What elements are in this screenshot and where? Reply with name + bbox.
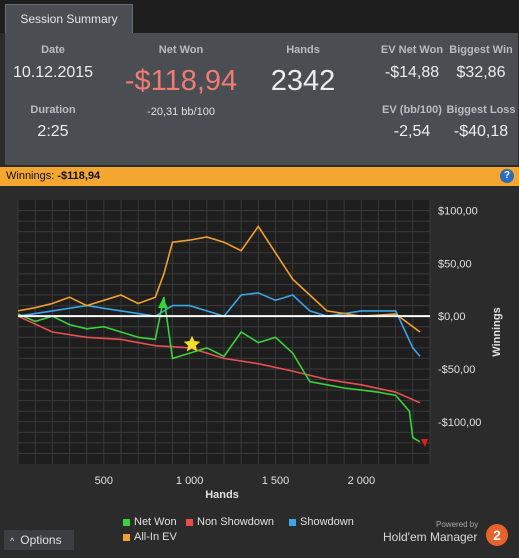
duration-value: 2:25 bbox=[37, 123, 69, 140]
star-marker-icon bbox=[183, 335, 201, 352]
winnings-label: Winnings: bbox=[6, 170, 55, 182]
legend-item-net-won[interactable]: Net Won bbox=[123, 516, 177, 528]
holdem-manager-logo-icon: 2 bbox=[486, 524, 508, 546]
ev-bb100-label: EV (bb/100) bbox=[382, 104, 442, 116]
biggest-win-label: Biggest Win bbox=[449, 44, 513, 56]
ev-net-won-label: EV Net Won bbox=[380, 44, 444, 56]
duration-label: Duration bbox=[30, 104, 76, 116]
loss-marker-icon bbox=[421, 439, 428, 447]
legend-label: Net Won bbox=[134, 516, 177, 528]
y-axis-label: Winnings bbox=[491, 307, 503, 356]
brand-name: Hold'em Manager bbox=[383, 530, 478, 544]
series-line-all-in-ev bbox=[17, 224, 421, 333]
help-icon[interactable]: ? bbox=[500, 169, 514, 183]
x-axis-label: Hands bbox=[205, 489, 239, 501]
date-label: Date bbox=[41, 44, 65, 56]
x-tick-labels: 500 1 000 1 500 2 000 bbox=[95, 475, 375, 487]
date-value: 10.12.2015 bbox=[12, 64, 94, 81]
markers bbox=[158, 298, 428, 447]
net-won-value: -$118,94 bbox=[124, 65, 238, 97]
ev-net-won-value: -$14,88 bbox=[384, 64, 440, 81]
biggest-win-value: $32,86 bbox=[456, 64, 506, 81]
y-tick-label: $50,00 bbox=[438, 258, 472, 270]
net-won-label: Net Won bbox=[158, 44, 204, 56]
legend-label: All-In EV bbox=[134, 531, 177, 543]
hands-value: 2342 bbox=[270, 65, 336, 97]
series-line-non-showdown bbox=[17, 315, 421, 404]
winnings-chart-area: $100,00 $50,00 $0,00 -$50,00 -$100,00 500 1 0… bbox=[0, 186, 519, 553]
legend-label: Non Showdown bbox=[197, 516, 275, 528]
x-tick-label: 2 000 bbox=[348, 475, 376, 487]
y-tick-labels: $100,00 $50,00 $0,00 -$50,00 -$100,00 bbox=[438, 206, 481, 429]
biggest-loss-value: -$40,18 bbox=[453, 123, 509, 140]
legend-swatch bbox=[123, 518, 130, 526]
legend-item-all-in-ev[interactable]: All-In EV bbox=[123, 531, 177, 543]
series-line-showdown bbox=[17, 292, 421, 357]
series-line-net-won bbox=[17, 297, 421, 443]
x-tick-label: 1 500 bbox=[262, 475, 290, 487]
options-label: Options bbox=[20, 533, 62, 547]
session-summary-panel: Date 10.12.2015 Duration 2:25 Net Won -$… bbox=[5, 33, 518, 165]
win-marker-icon bbox=[158, 298, 168, 308]
options-button[interactable]: ^ Options bbox=[4, 530, 74, 550]
legend-swatch bbox=[289, 518, 296, 526]
tab-bar: Session Summary bbox=[0, 0, 519, 33]
x-tick-label: 500 bbox=[95, 475, 113, 487]
y-tick-label: $0,00 bbox=[438, 311, 466, 323]
x-tick-label: 1 000 bbox=[176, 475, 204, 487]
y-tick-label: -$100,00 bbox=[438, 417, 481, 429]
winnings-value: -$118,94 bbox=[57, 170, 101, 182]
series-lines bbox=[17, 224, 430, 443]
biggest-loss-label: Biggest Loss bbox=[446, 104, 516, 116]
legend-swatch bbox=[186, 518, 193, 526]
y-tick-label: -$50,00 bbox=[438, 364, 475, 376]
legend-item-non-showdown[interactable]: Non Showdown bbox=[186, 516, 274, 528]
legend-label: Showdown bbox=[300, 516, 354, 528]
y-tick-label: $100,00 bbox=[438, 206, 478, 218]
bb100-value: -20,31 bb/100 bbox=[147, 106, 215, 118]
hands-label: Hands bbox=[286, 44, 320, 56]
tab-session-summary[interactable]: Session Summary bbox=[5, 4, 133, 33]
chevron-up-icon: ^ bbox=[10, 536, 15, 546]
winnings-chart: $100,00 $50,00 $0,00 -$50,00 -$100,00 500 1 0… bbox=[17, 200, 503, 501]
grid bbox=[17, 200, 431, 464]
winnings-bar: Winnings: -$118,94 ? bbox=[0, 167, 519, 186]
legend-item-showdown[interactable]: Showdown bbox=[289, 516, 354, 528]
ev-bb100-value: -2,54 bbox=[393, 123, 431, 140]
legend-swatch bbox=[123, 533, 130, 541]
powered-by-text: Powered by bbox=[436, 520, 479, 529]
